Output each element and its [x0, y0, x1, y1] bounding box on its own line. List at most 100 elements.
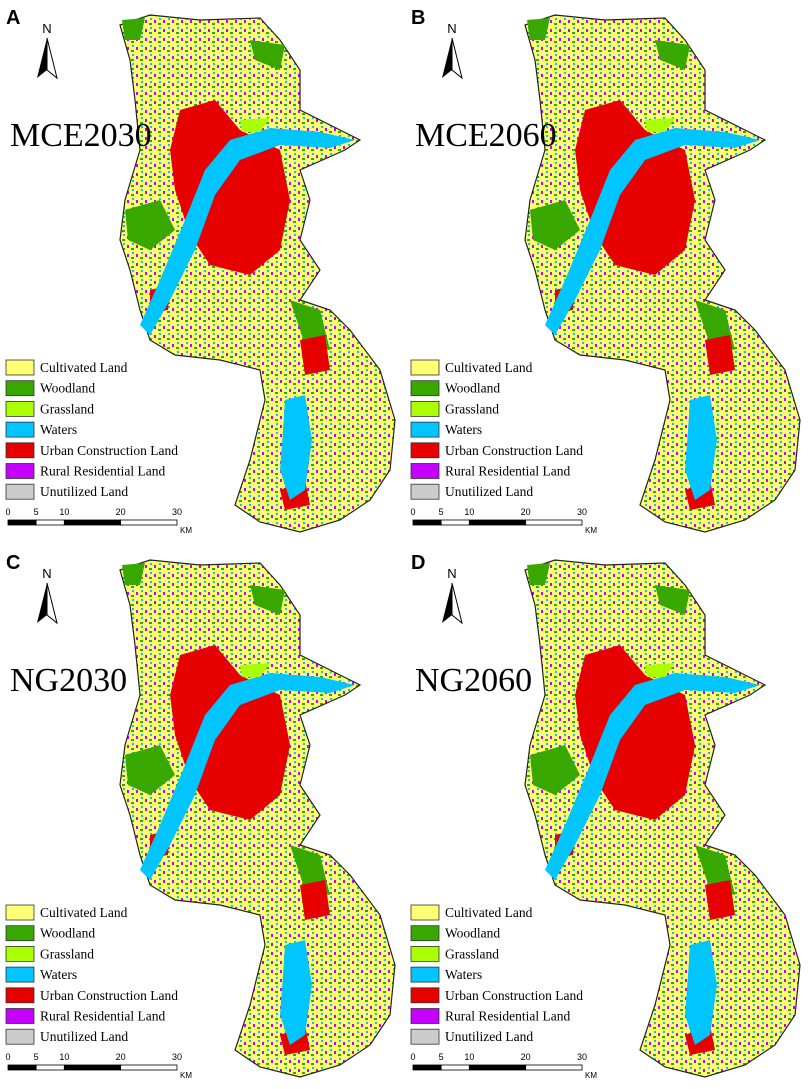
panel-letter: D — [411, 552, 425, 574]
scale-label: 10 — [59, 507, 69, 517]
scale-label: 10 — [464, 1052, 474, 1062]
legend-label: Grassland — [40, 401, 94, 416]
north-label: N — [447, 566, 456, 581]
north-arrow — [36, 582, 58, 624]
north-label: N — [447, 21, 456, 36]
legend-swatch — [5, 442, 35, 459]
scale-segment — [35, 1064, 65, 1071]
legend-swatch — [410, 925, 440, 942]
legend-label: Grassland — [445, 401, 499, 416]
scale-label: 20 — [521, 1052, 531, 1062]
scale-segment — [35, 519, 65, 526]
legend-swatch — [410, 945, 440, 962]
legend-swatch — [410, 380, 440, 397]
legend-label: Rural Residential Land — [445, 464, 570, 479]
map-panel: A N MCE2030 Cultivated Land Woodland Grasslan… — [5, 7, 396, 535]
north-arrow — [36, 37, 58, 79]
scale-label: 20 — [116, 1052, 126, 1062]
legend-swatch — [5, 400, 35, 417]
panel-letter: C — [6, 552, 20, 574]
scale-label: 20 — [521, 507, 531, 517]
panel-title: MCE2060 — [415, 117, 557, 154]
legend-label: Urban Construction Land — [445, 988, 583, 1003]
legend-swatch — [5, 945, 35, 962]
legend-swatch — [410, 421, 440, 438]
north-arrow — [441, 582, 463, 624]
legend-label: Rural Residential Land — [40, 464, 165, 479]
scale-segment — [468, 1064, 527, 1071]
legend-label: Unutilized Land — [40, 484, 128, 499]
scale-label: 0 — [410, 1052, 415, 1062]
scale-label: 10 — [59, 1052, 69, 1062]
legend-label: Waters — [445, 422, 482, 437]
legend-swatch — [5, 925, 35, 942]
scale-segment — [120, 1064, 178, 1071]
scale-label: 0 — [5, 1052, 10, 1062]
scale-label: 20 — [116, 507, 126, 517]
north-label: N — [42, 566, 51, 581]
legend-swatch — [5, 966, 35, 983]
legend-label: Waters — [40, 422, 77, 437]
legend-swatch — [5, 904, 35, 921]
legend-label: Rural Residential Land — [40, 1009, 165, 1024]
scale-segment — [468, 519, 527, 526]
legend-swatch — [5, 359, 35, 376]
scale-segment — [525, 1064, 583, 1071]
legend-swatch — [410, 483, 440, 500]
legend-label: Cultivated Land — [445, 360, 533, 375]
legend-label: Grassland — [40, 946, 94, 961]
scale-label: 30 — [577, 507, 587, 517]
legend-label: Woodland — [40, 381, 95, 396]
legend-label: Waters — [445, 967, 482, 982]
scale-label: 5 — [34, 1052, 39, 1062]
scale-label: 30 — [172, 507, 182, 517]
legend-label: Unutilized Land — [445, 484, 533, 499]
legend-label: Rural Residential Land — [445, 1009, 570, 1024]
legend-swatch — [5, 1028, 35, 1045]
scale-label: 0 — [5, 507, 10, 517]
legend-label: Grassland — [445, 946, 499, 961]
scale-label: 5 — [439, 507, 444, 517]
map-panel: D N NG2060 Cultivated Land Woodland Grassland… — [410, 552, 801, 1080]
legend-label: Cultivated Land — [40, 360, 128, 375]
legend-swatch — [410, 1008, 440, 1024]
scale-segment — [63, 519, 122, 526]
scale-segment — [525, 519, 583, 526]
map-panel: B N MCE2060 Cultivated Land Woodland Grasslan… — [410, 7, 801, 535]
panel-title: MCE2030 — [10, 117, 152, 154]
panel-title: NG2030 — [10, 662, 127, 699]
legend-label: Unutilized Land — [40, 1029, 128, 1044]
scale-label: 5 — [439, 1052, 444, 1062]
legend-label: Woodland — [40, 926, 95, 941]
scale-segment — [7, 1064, 37, 1071]
north-arrow — [441, 37, 463, 79]
legend-swatch — [5, 1008, 35, 1024]
legend-swatch — [410, 463, 440, 479]
panel-letter: B — [411, 7, 425, 29]
scale-label: 10 — [464, 507, 474, 517]
scale-unit: KM — [180, 1071, 192, 1080]
legend-label: Waters — [40, 967, 77, 982]
legend-swatch — [5, 483, 35, 500]
scale-label: 5 — [34, 507, 39, 517]
panel-title: NG2060 — [415, 662, 532, 699]
legend-swatch — [410, 904, 440, 921]
legend-swatch — [5, 380, 35, 397]
scale-segment — [120, 519, 178, 526]
scale-unit: KM — [180, 526, 192, 535]
map-panel: C N NG2030 Cultivated Land Woodland Grassland… — [5, 552, 396, 1080]
scale-segment — [412, 519, 442, 526]
legend-label: Urban Construction Land — [445, 443, 583, 458]
legend-swatch — [410, 442, 440, 459]
legend-swatch — [5, 987, 35, 1004]
legend-swatch — [410, 1028, 440, 1045]
scale-label: 0 — [410, 507, 415, 517]
legend-swatch — [5, 421, 35, 438]
scale-label: 30 — [577, 1052, 587, 1062]
scale-segment — [7, 519, 37, 526]
legend-swatch — [5, 463, 35, 479]
scale-label: 30 — [172, 1052, 182, 1062]
north-label: N — [42, 21, 51, 36]
legend-label: Woodland — [445, 381, 500, 396]
legend-label: Woodland — [445, 926, 500, 941]
